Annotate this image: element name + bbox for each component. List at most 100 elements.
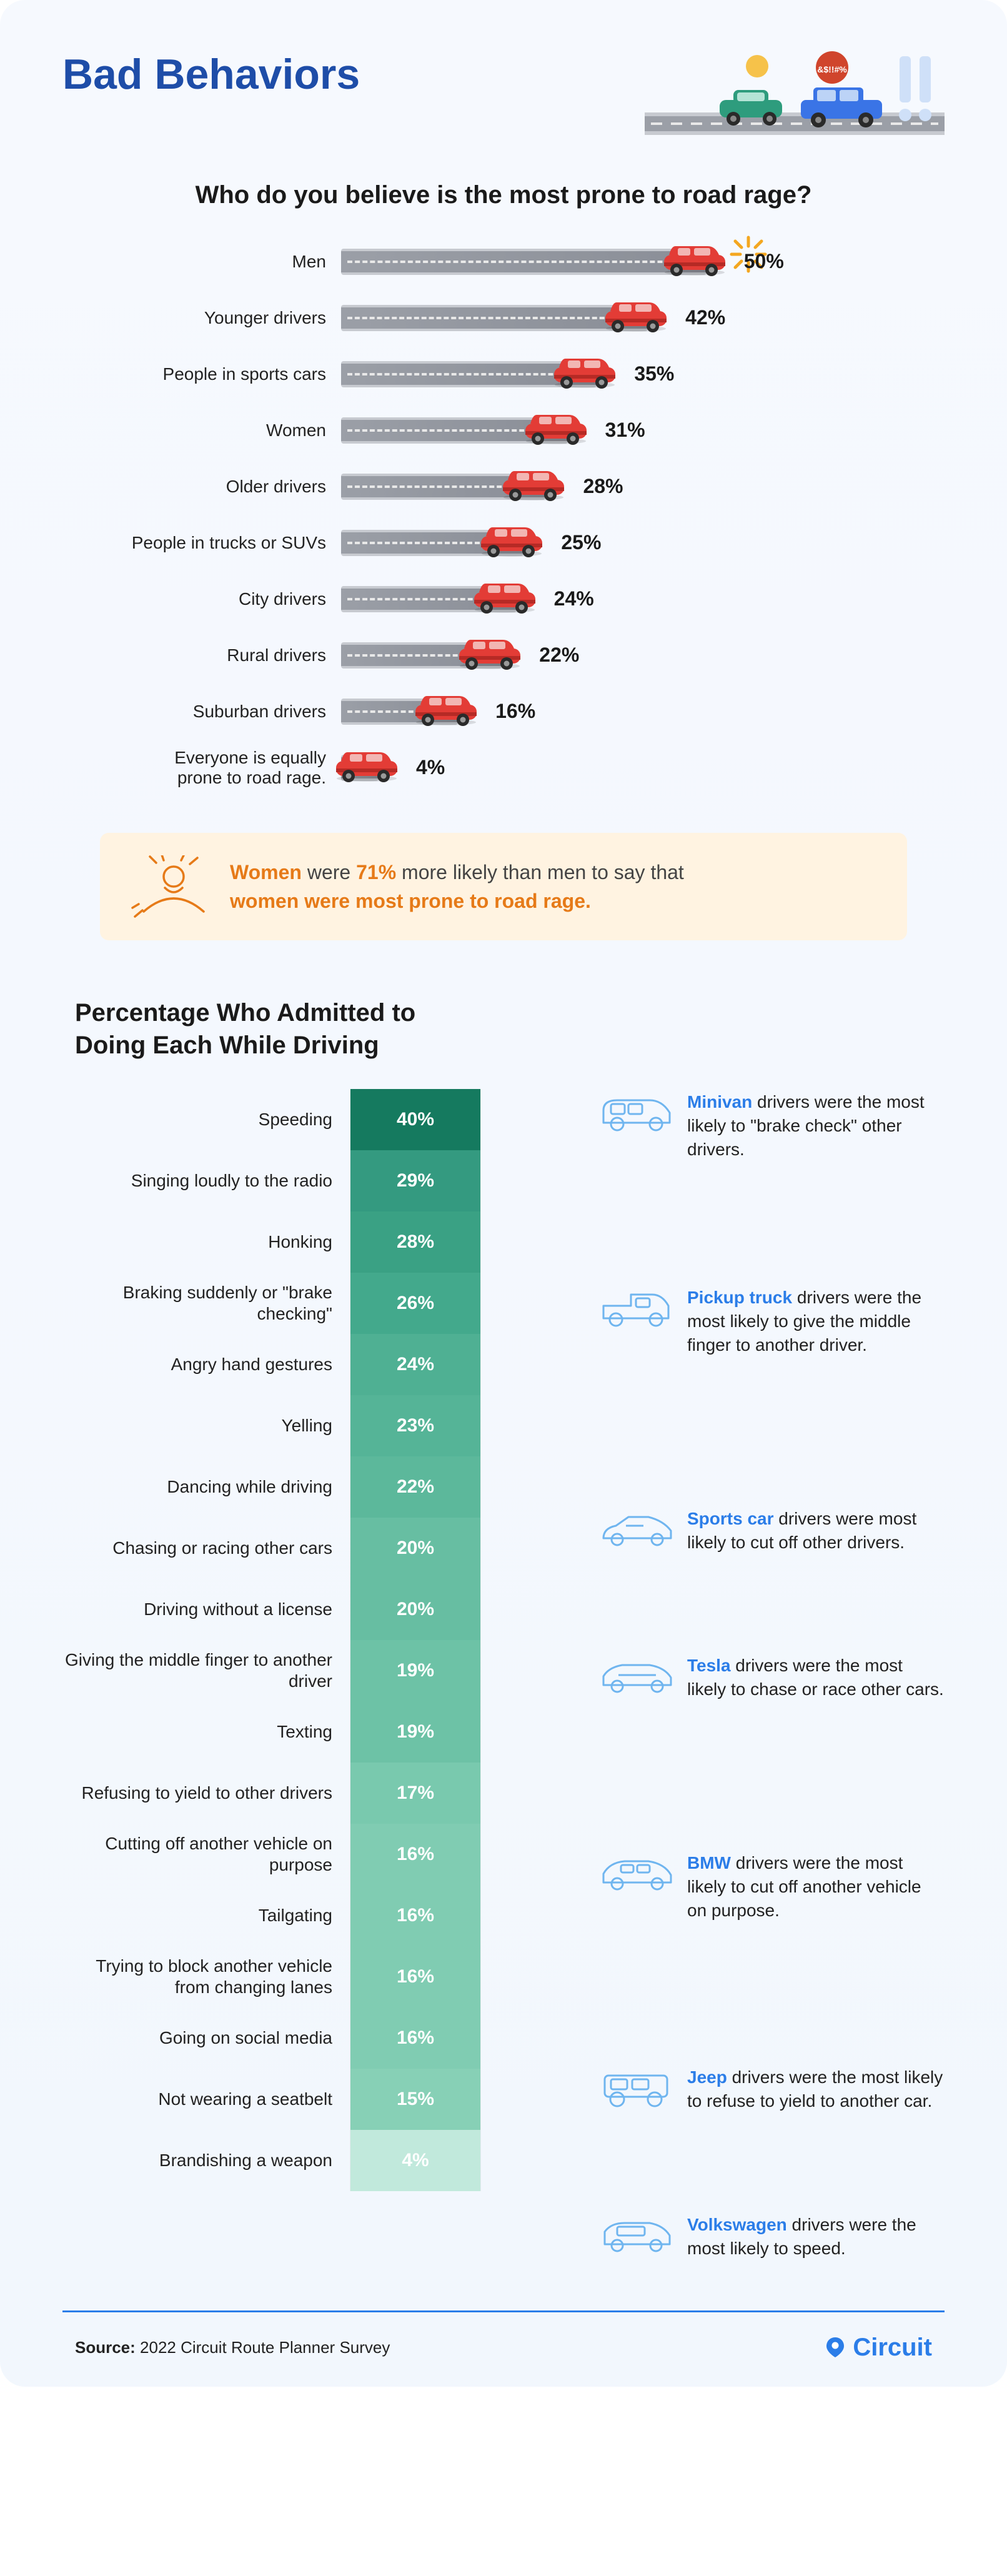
roadrage-pct: 16% — [495, 700, 535, 723]
admitted-row: Tailgating 16% — [62, 1885, 575, 1946]
roadrage-track: 22% — [341, 639, 791, 672]
admitted-row: Cutting off another vehicle on purpose 1… — [62, 1824, 575, 1885]
callout-word-women: Women — [230, 861, 302, 883]
admitted-row: Giving the middle finger to another driv… — [62, 1640, 575, 1701]
hatchback-icon — [600, 2213, 675, 2259]
roadrage-label: Women — [129, 420, 341, 440]
admitted-label: Refusing to yield to other drivers — [62, 1783, 350, 1804]
admitted-bar-wrap: 16% — [350, 1824, 481, 1885]
roadrage-label: Older drivers — [129, 477, 341, 497]
admitted-facts: Minivan drivers were the most likely to … — [575, 997, 945, 2260]
roadrage-label: Everyone is equally prone to road rage. — [129, 748, 341, 788]
sedan2-icon — [600, 1851, 675, 1897]
admitted-bar: 17% — [350, 1763, 480, 1824]
admitted-row: Angry hand gestures 24% — [62, 1334, 575, 1395]
admitted-bar: 19% — [350, 1701, 480, 1763]
fact-box: BMW drivers were the most likely to cut … — [600, 1851, 945, 1922]
fact-text: Minivan drivers were the most likely to … — [687, 1090, 945, 1161]
admitted-label: Dancing while driving — [62, 1476, 350, 1498]
roadrage-row: Men 50% — [129, 241, 878, 283]
admitted-bar-wrap: 15% — [350, 2069, 481, 2130]
admitted-bar-wrap: 28% — [350, 1211, 481, 1273]
sportscar-icon — [600, 1507, 675, 1553]
admitted-label: Brandishing a weapon — [62, 2150, 350, 2171]
roadrage-label: Suburban drivers — [129, 702, 341, 722]
fact-text: Volkswagen drivers were the most likely … — [687, 2213, 945, 2260]
map-pin-icon — [824, 2336, 846, 2359]
roadrage-track: 28% — [341, 470, 791, 504]
admitted-bar-wrap: 24% — [350, 1334, 481, 1395]
roadrage-track: 16% — [341, 695, 791, 729]
roadrage-track: 25% — [341, 526, 791, 560]
admitted-row: Refusing to yield to other drivers 17% — [62, 1763, 575, 1824]
roadrage-label: City drivers — [129, 589, 341, 609]
fact-box: Minivan drivers were the most likely to … — [600, 1090, 945, 1161]
callout-box: Women were 71% more likely than men to s… — [100, 833, 907, 940]
roadrage-pct: 22% — [539, 644, 579, 667]
roadrage-pct: 24% — [554, 587, 594, 610]
car-icon — [332, 750, 401, 782]
admitted-label: Yelling — [62, 1415, 350, 1436]
roadrage-track: 50% — [341, 245, 791, 279]
admitted-label: Singing loudly to the radio — [62, 1170, 350, 1191]
admitted-label: Driving without a license — [62, 1599, 350, 1620]
admitted-row: Braking suddenly or "brake checking" 26% — [62, 1273, 575, 1334]
admitted-bar: 19% — [350, 1640, 480, 1701]
admitted-row: Honking 28% — [62, 1211, 575, 1273]
admitted-label: Honking — [62, 1231, 350, 1253]
admitted-bar-wrap: 20% — [350, 1518, 481, 1579]
admitted-bar: 40% — [350, 1089, 480, 1150]
admitted-title: Percentage Who Admitted to Doing Each Wh… — [62, 997, 575, 1062]
roadrage-pct: 25% — [561, 531, 601, 554]
admitted-row: Dancing while driving 22% — [62, 1456, 575, 1518]
roadrage-title: Who do you believe is the most prone to … — [62, 181, 945, 209]
admitted-row: Brandishing a weapon 4% — [62, 2130, 575, 2191]
admitted-bar: 28% — [350, 1211, 480, 1273]
roadrage-pct: 31% — [605, 419, 645, 442]
admitted-bar-wrap: 20% — [350, 1579, 481, 1640]
roadrage-label: Rural drivers — [129, 645, 341, 665]
callout-pct: 71% — [356, 861, 396, 883]
admitted-bar-wrap: 23% — [350, 1395, 481, 1456]
roadrage-chart: Men 50% Younger drivers 42% People in sp… — [129, 241, 878, 789]
admitted-row: Singing loudly to the radio 29% — [62, 1150, 575, 1211]
roadrage-label: People in sports cars — [129, 364, 341, 384]
roadrage-pct: 4% — [416, 756, 445, 779]
admitted-bar: 15% — [350, 2069, 480, 2130]
admitted-bar: 20% — [350, 1518, 480, 1579]
admitted-bar-wrap: 22% — [350, 1456, 481, 1518]
car-icon — [470, 581, 539, 614]
car-icon — [412, 694, 480, 726]
jeep-icon — [600, 2066, 675, 2112]
fact-text: Jeep drivers were the most likely to ref… — [687, 2066, 945, 2113]
admitted-bar: 16% — [350, 1946, 480, 2007]
sedan-icon — [600, 1654, 675, 1700]
admitted-bar: 16% — [350, 1824, 480, 1885]
admitted-row: Chasing or racing other cars 20% — [62, 1518, 575, 1579]
admitted-bar: 23% — [350, 1395, 480, 1456]
fact-text: Tesla drivers were the most likely to ch… — [687, 1654, 945, 1701]
roadrage-track: 31% — [341, 414, 791, 447]
admitted-label: Going on social media — [62, 2027, 350, 2049]
admitted-row: Driving without a license 20% — [62, 1579, 575, 1640]
pickup-icon — [600, 1286, 675, 1332]
fact-box: Pickup truck drivers were the most likel… — [600, 1286, 945, 1356]
car-icon — [499, 469, 568, 501]
roadrage-label: People in trucks or SUVs — [129, 533, 341, 553]
admitted-label: Not wearing a seatbelt — [62, 2089, 350, 2110]
svg-text:&$!!#%: &$!!#% — [817, 64, 847, 74]
admitted-row: Trying to block another vehicle from cha… — [62, 1946, 575, 2007]
admitted-row: Yelling 23% — [62, 1395, 575, 1456]
roadrage-row: Younger drivers 42% — [129, 297, 878, 339]
infographic-container: Bad Behaviors &$!!#% — [0, 0, 1007, 2387]
footer-logo: Circuit — [824, 2334, 932, 2362]
admitted-bar-wrap: 26% — [350, 1273, 481, 1334]
footer: Source: 2022 Circuit Route Planner Surve… — [62, 2310, 945, 2362]
header-row: Bad Behaviors &$!!#% — [62, 50, 945, 137]
roadrage-row: Women 31% — [129, 409, 878, 452]
fact-box: Tesla drivers were the most likely to ch… — [600, 1654, 945, 1701]
admitted-bar-wrap: 17% — [350, 1763, 481, 1824]
admitted-bar-wrap: 4% — [350, 2130, 481, 2191]
admitted-label: Braking suddenly or "brake checking" — [62, 1282, 350, 1324]
fact-box: Sports car drivers were most likely to c… — [600, 1507, 945, 1554]
